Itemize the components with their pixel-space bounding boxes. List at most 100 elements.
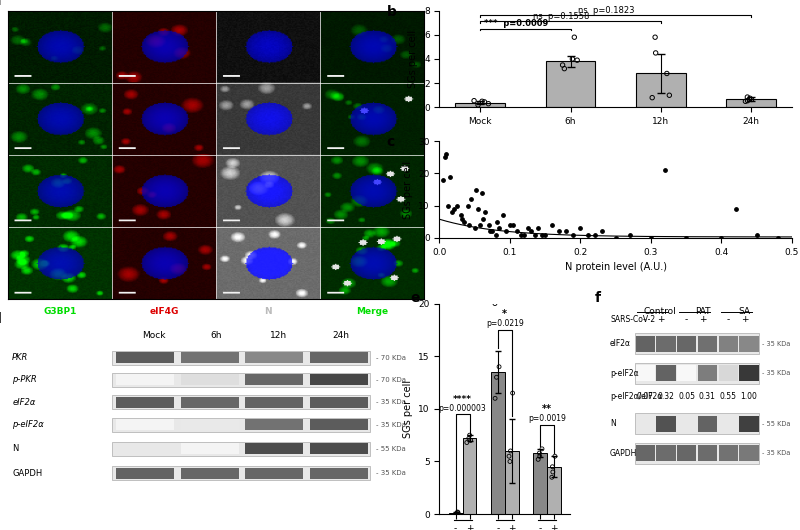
Text: 12h: 12h <box>270 331 287 340</box>
Bar <box>449 513 462 514</box>
Bar <box>112 373 370 387</box>
Point <box>680 234 693 242</box>
Point <box>465 195 478 204</box>
Bar <box>634 333 759 354</box>
Point <box>493 363 506 371</box>
Bar <box>116 352 174 363</box>
Text: ***  p=0.0009: *** p=0.0009 <box>484 19 549 28</box>
Point <box>661 69 674 78</box>
Point <box>566 55 578 63</box>
Text: N: N <box>12 444 18 453</box>
Point <box>438 153 451 162</box>
Bar <box>245 352 303 363</box>
Bar <box>657 445 676 461</box>
Bar <box>116 419 174 430</box>
Text: b: b <box>386 5 397 19</box>
Bar <box>491 372 505 514</box>
Bar <box>455 102 505 108</box>
Point <box>556 61 569 69</box>
Text: - 35 KDa: - 35 KDa <box>762 370 790 376</box>
Point <box>663 91 676 100</box>
Point <box>474 221 486 229</box>
Text: e: e <box>410 291 420 305</box>
Bar <box>310 419 368 430</box>
Point <box>510 227 523 236</box>
Point <box>482 100 495 108</box>
Bar <box>698 445 717 461</box>
Point <box>486 227 498 236</box>
Bar <box>636 365 655 381</box>
Point <box>477 214 490 223</box>
Point <box>506 389 519 398</box>
Bar <box>310 397 368 408</box>
Text: p-PKR: p-PKR <box>12 375 37 384</box>
Point <box>470 186 482 194</box>
Point <box>535 231 548 239</box>
Bar <box>116 375 174 385</box>
Text: a: a <box>0 0 1 8</box>
Text: -: - <box>684 315 687 324</box>
Text: ****: **** <box>453 395 472 403</box>
Point <box>440 150 453 158</box>
Text: 24h: 24h <box>332 331 350 340</box>
Bar <box>116 467 174 479</box>
Y-axis label: SGs per cell: SGs per cell <box>402 161 413 219</box>
Bar <box>310 467 368 479</box>
Bar <box>657 335 676 351</box>
Point <box>645 234 658 242</box>
Text: 0.31: 0.31 <box>699 392 716 401</box>
Bar <box>181 352 239 363</box>
Point <box>503 221 516 229</box>
Point <box>507 221 520 229</box>
Point <box>478 98 491 106</box>
Bar <box>245 444 303 454</box>
Point <box>546 468 559 476</box>
Point <box>451 509 464 517</box>
Bar <box>657 365 676 381</box>
Point <box>462 201 474 210</box>
Point <box>570 56 583 65</box>
Text: -: - <box>642 315 646 324</box>
Point <box>443 172 456 181</box>
Text: - 35 KDa: - 35 KDa <box>762 341 790 347</box>
Point <box>489 394 502 403</box>
Text: ns  p=0.1558: ns p=0.1558 <box>534 12 590 21</box>
Point <box>533 449 546 457</box>
Point <box>479 208 492 216</box>
Point <box>549 452 562 461</box>
Point <box>739 97 752 105</box>
Text: - 70 KDa: - 70 KDa <box>376 377 406 383</box>
Bar <box>112 442 370 456</box>
Bar <box>245 397 303 408</box>
Text: *: * <box>502 310 507 320</box>
Bar <box>245 419 303 430</box>
Bar <box>112 395 370 409</box>
Point <box>646 93 658 102</box>
Point <box>581 231 594 239</box>
Bar <box>310 444 368 454</box>
Point <box>458 218 470 226</box>
Point <box>729 205 742 213</box>
Text: -: - <box>726 315 730 324</box>
Point <box>437 175 450 184</box>
Bar <box>505 451 518 514</box>
Point <box>528 231 541 239</box>
Point <box>451 508 464 517</box>
Text: p=0.0019: p=0.0019 <box>528 414 566 423</box>
Text: - 70 KDa: - 70 KDa <box>376 355 406 360</box>
Bar <box>181 467 239 479</box>
Bar <box>112 466 370 480</box>
Text: GAPDH: GAPDH <box>12 469 42 478</box>
Point <box>588 231 601 239</box>
Bar <box>698 365 717 381</box>
Bar <box>116 397 174 408</box>
Bar <box>181 375 239 385</box>
Point <box>741 93 754 101</box>
Text: eIF2α: eIF2α <box>12 398 35 407</box>
Text: 0.32: 0.32 <box>658 392 674 401</box>
Bar <box>181 444 239 454</box>
Point <box>771 234 784 242</box>
Point <box>521 224 534 233</box>
Point <box>450 201 463 210</box>
Point <box>446 208 458 216</box>
